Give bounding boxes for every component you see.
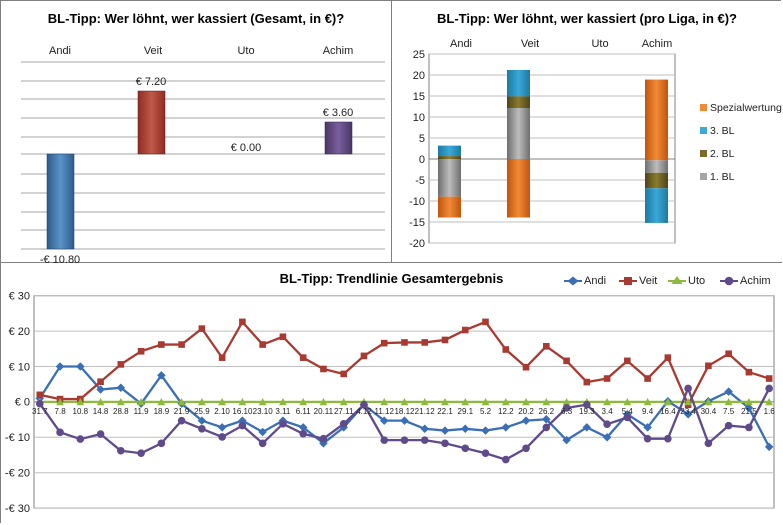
svg-text:Andi: Andi: [49, 45, 71, 57]
svg-text:Veit: Veit: [639, 275, 657, 287]
svg-text:27.11: 27.11: [334, 407, 354, 416]
svg-text:1. BL: 1. BL: [710, 171, 735, 183]
svg-text:16.4: 16.4: [660, 407, 676, 416]
svg-text:-5: -5: [415, 175, 425, 187]
svg-text:10.8: 10.8: [73, 407, 89, 416]
svg-text:11.12: 11.12: [374, 407, 394, 416]
svg-text:20.2: 20.2: [518, 407, 534, 416]
svg-text:16.10: 16.10: [232, 407, 253, 416]
svg-text:6.3: 6.3: [561, 407, 573, 416]
svg-text:23.10: 23.10: [253, 407, 274, 416]
svg-text:9.4: 9.4: [642, 407, 654, 416]
svg-text:€ 0: € 0: [15, 397, 30, 409]
svg-text:€ 20: € 20: [9, 326, 30, 338]
svg-text:Uto: Uto: [688, 275, 705, 287]
svg-text:Achim: Achim: [740, 275, 771, 287]
svg-text:-10: -10: [409, 196, 425, 208]
svg-text:€ 0.00: € 0.00: [231, 142, 262, 154]
svg-text:Veit: Veit: [144, 45, 162, 57]
svg-text:2. BL: 2. BL: [710, 148, 735, 160]
svg-text:28.8: 28.8: [113, 407, 129, 416]
svg-text:5.4: 5.4: [622, 407, 634, 416]
svg-text:Uto: Uto: [591, 38, 608, 50]
svg-text:1.6: 1.6: [764, 407, 776, 416]
svg-text:-€ 10.80: -€ 10.80: [40, 254, 80, 263]
svg-text:10: 10: [413, 112, 425, 124]
svg-text:31.7: 31.7: [32, 407, 48, 416]
svg-text:15: 15: [413, 91, 425, 103]
svg-text:-20: -20: [409, 238, 425, 250]
svg-text:5.2: 5.2: [480, 407, 492, 416]
svg-text:Achim: Achim: [323, 45, 354, 57]
svg-text:26.2: 26.2: [539, 407, 555, 416]
svg-text:20: 20: [413, 70, 425, 82]
svg-text:29.1: 29.1: [458, 407, 474, 416]
svg-text:12.2: 12.2: [498, 407, 514, 416]
svg-text:21.9: 21.9: [174, 407, 190, 416]
svg-text:21.5: 21.5: [741, 407, 757, 416]
svg-text:18.12: 18.12: [394, 407, 415, 416]
svg-text:7.5: 7.5: [723, 407, 735, 416]
svg-text:Achim: Achim: [642, 38, 673, 50]
svg-text:6.11: 6.11: [296, 407, 312, 416]
svg-text:3. BL: 3. BL: [710, 125, 735, 137]
svg-text:23.4: 23.4: [680, 407, 696, 416]
svg-text:20.11: 20.11: [314, 407, 334, 416]
svg-text:3.4: 3.4: [602, 407, 614, 416]
svg-text:-€ 10: -€ 10: [5, 432, 30, 444]
svg-text:21.12: 21.12: [415, 407, 436, 416]
svg-text:2.10: 2.10: [214, 407, 230, 416]
svg-text:18.9: 18.9: [154, 407, 170, 416]
svg-text:19.3: 19.3: [579, 407, 595, 416]
svg-text:€ 10: € 10: [9, 361, 30, 373]
svg-text:Andi: Andi: [450, 38, 472, 50]
svg-text:-€ 30: -€ 30: [5, 503, 30, 515]
svg-text:22.1: 22.1: [437, 407, 453, 416]
svg-text:€ 3.60: € 3.60: [323, 107, 354, 119]
svg-text:0: 0: [419, 154, 425, 166]
svg-text:-15: -15: [409, 217, 425, 229]
svg-text:4.12: 4.12: [356, 407, 372, 416]
svg-text:€ 7.20: € 7.20: [136, 76, 167, 88]
svg-text:€ 30: € 30: [9, 291, 30, 303]
svg-text:Spezialwertung: Spezialwertung: [710, 102, 782, 114]
svg-text:-€ 20: -€ 20: [5, 468, 30, 480]
svg-text:11.9: 11.9: [134, 407, 150, 416]
svg-text:30.4: 30.4: [701, 407, 717, 416]
svg-text:3.11: 3.11: [275, 407, 291, 416]
svg-text:25.9: 25.9: [194, 407, 210, 416]
svg-text:Andi: Andi: [584, 275, 606, 287]
svg-text:Uto: Uto: [237, 45, 254, 57]
svg-text:14.8: 14.8: [93, 407, 109, 416]
svg-text:Veit: Veit: [521, 38, 539, 50]
svg-text:5: 5: [419, 133, 425, 145]
svg-text:7.8: 7.8: [55, 407, 67, 416]
svg-text:25: 25: [413, 49, 425, 61]
